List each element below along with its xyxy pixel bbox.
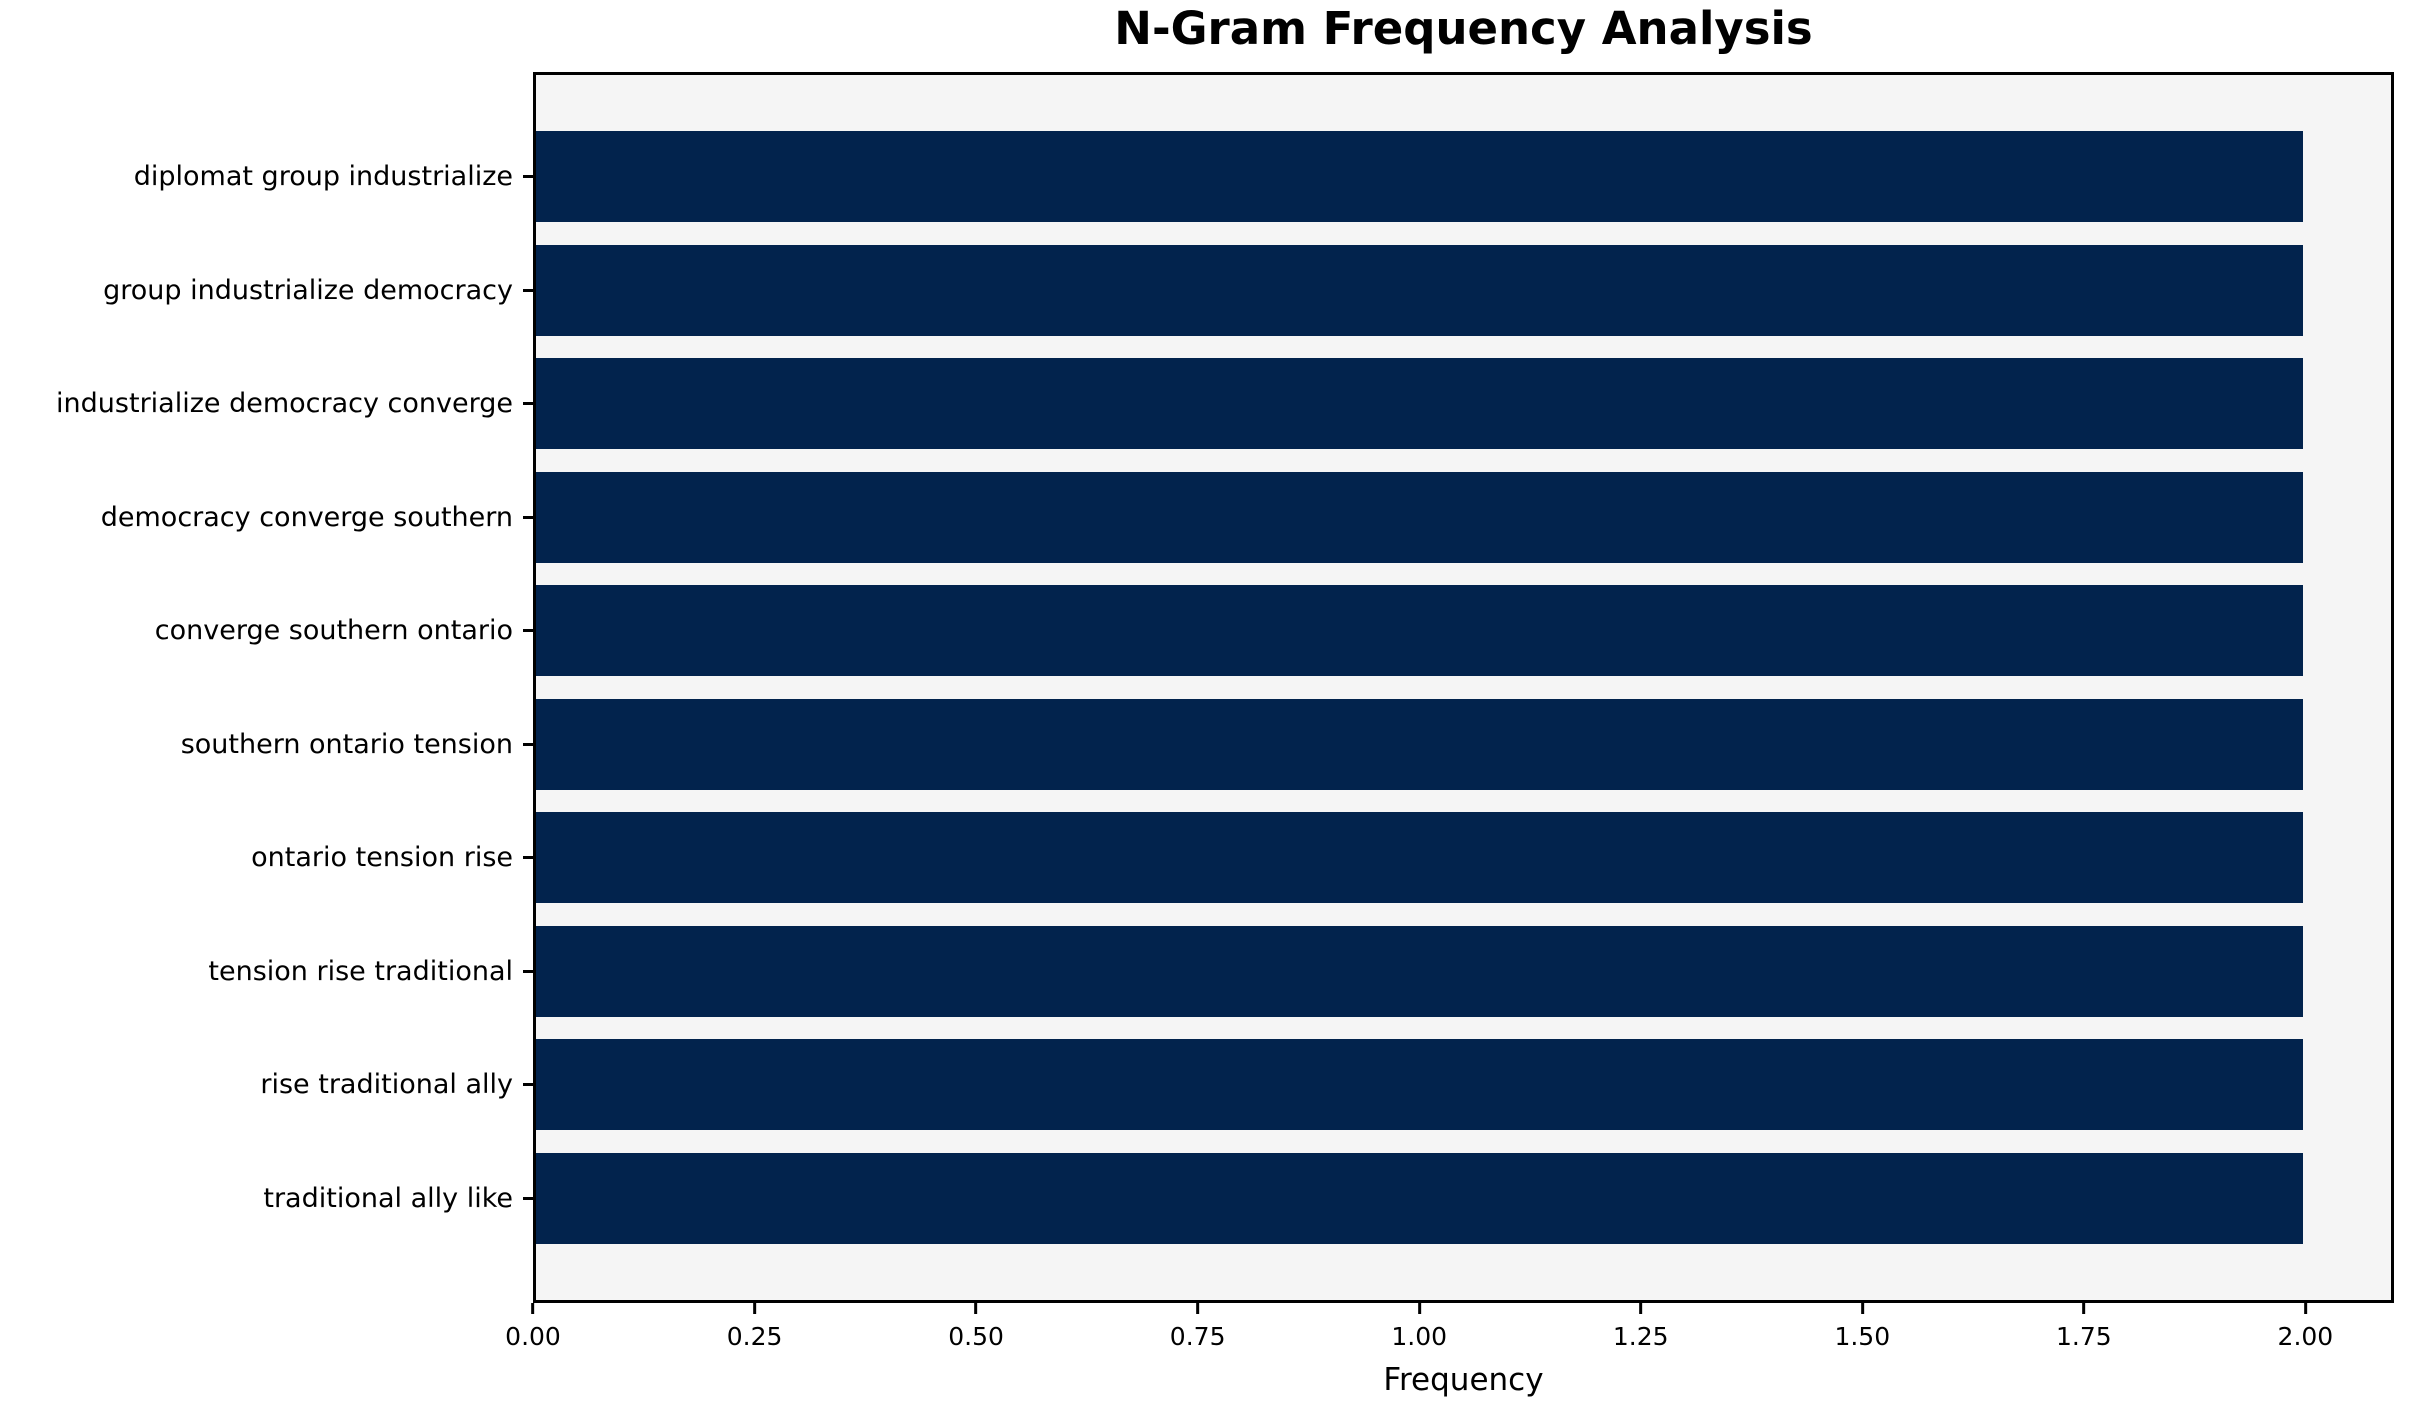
y-axis: diplomat group industrialize group indus… [0, 72, 533, 1303]
x-tick-mark [753, 1303, 757, 1314]
y-tick-mark [523, 856, 533, 860]
x-tick-label: 1.00 [1391, 1322, 1448, 1351]
frequency-bar [536, 358, 2303, 450]
y-axis-row: rise traditional ally [0, 1039, 533, 1130]
y-axis-label: rise traditional ally [260, 1069, 513, 1101]
y-axis-row: tension rise traditional [0, 926, 533, 1017]
frequency-bar [536, 585, 2303, 677]
x-tick-mark [974, 1303, 978, 1314]
y-axis-label: group industrialize democracy [103, 274, 513, 306]
y-tick-mark [523, 1083, 533, 1087]
frequency-bar [536, 131, 2303, 222]
frequency-bar [536, 471, 2303, 563]
y-axis-label: converge southern ontario [154, 615, 513, 647]
frequency-bar [536, 925, 2303, 1017]
frequency-bar [536, 1152, 2303, 1244]
y-axis-row: industrialize democracy converge [0, 358, 533, 449]
frequency-bar [536, 698, 2303, 790]
y-axis-row: converge southern ontario [0, 585, 533, 676]
x-axis: 0.00 0.25 0.50 0.75 1.00 1.25 1.50 1.75 [505, 1303, 2394, 1373]
y-axis-label: industrialize democracy converge [56, 388, 513, 420]
y-tick-mark [523, 175, 533, 178]
x-tick-label: 1.25 [1612, 1322, 1669, 1351]
x-tick: 0.75 [1169, 1303, 1226, 1351]
x-tick: 0.50 [948, 1303, 1004, 1351]
y-tick-mark [523, 969, 533, 973]
x-tick-label: 1.75 [2055, 1322, 2112, 1351]
y-tick-mark [523, 402, 533, 406]
x-tick-label: 2.00 [2277, 1322, 2334, 1351]
x-tick-label: 0.50 [948, 1322, 1004, 1351]
y-axis-row: ontario tension rise [0, 812, 533, 903]
y-axis-label: traditional ally like [263, 1182, 513, 1214]
y-tick-mark [523, 288, 533, 292]
y-tick-mark [523, 1196, 533, 1200]
frequency-bar [536, 812, 2303, 904]
x-tick-label: 0.75 [1169, 1322, 1226, 1351]
x-tick-mark [1860, 1303, 1864, 1314]
x-tick-mark [2082, 1303, 2086, 1314]
x-tick-label: 0.00 [505, 1322, 561, 1351]
x-tick: 0.25 [726, 1303, 783, 1351]
y-tick-mark [523, 742, 533, 746]
x-tick: 1.50 [1834, 1303, 1890, 1351]
x-tick-mark [1417, 1303, 1421, 1314]
y-axis-label: ontario tension rise [251, 842, 513, 874]
y-axis-row: democracy converge southern [0, 472, 533, 563]
y-tick-mark [523, 515, 533, 519]
x-tick-mark [2303, 1303, 2307, 1314]
y-axis-row: diplomat group industrialize [0, 131, 533, 222]
x-tick: 2.00 [2277, 1303, 2334, 1351]
chart-title: N-Gram Frequency Analysis [1114, 2, 1813, 55]
x-tick: 1.75 [2056, 1303, 2112, 1351]
x-tick-mark [531, 1303, 535, 1314]
x-axis-title: Frequency [1383, 1362, 1544, 1398]
frequency-bar [536, 244, 2303, 336]
plot-area [533, 72, 2394, 1303]
y-axis-row: traditional ally like [0, 1153, 533, 1244]
x-tick: 0.00 [505, 1303, 561, 1351]
y-axis-label: democracy converge southern [100, 501, 513, 533]
y-axis-label: southern ontario tension [180, 728, 513, 760]
x-tick-label: 0.25 [726, 1322, 783, 1351]
x-tick-mark [1639, 1303, 1643, 1314]
y-axis-row: southern ontario tension [0, 699, 533, 790]
x-tick-label: 1.50 [1834, 1322, 1891, 1351]
x-tick: 1.00 [1391, 1303, 1447, 1351]
frequency-bar [536, 1039, 2303, 1131]
y-tick-mark [523, 629, 533, 633]
y-axis-label: diplomat group industrialize [133, 161, 513, 192]
y-axis-label: tension rise traditional [208, 955, 513, 987]
x-tick: 1.25 [1613, 1303, 1669, 1351]
y-axis-row: group industrialize democracy [0, 245, 533, 336]
x-tick-mark [1196, 1303, 1200, 1314]
